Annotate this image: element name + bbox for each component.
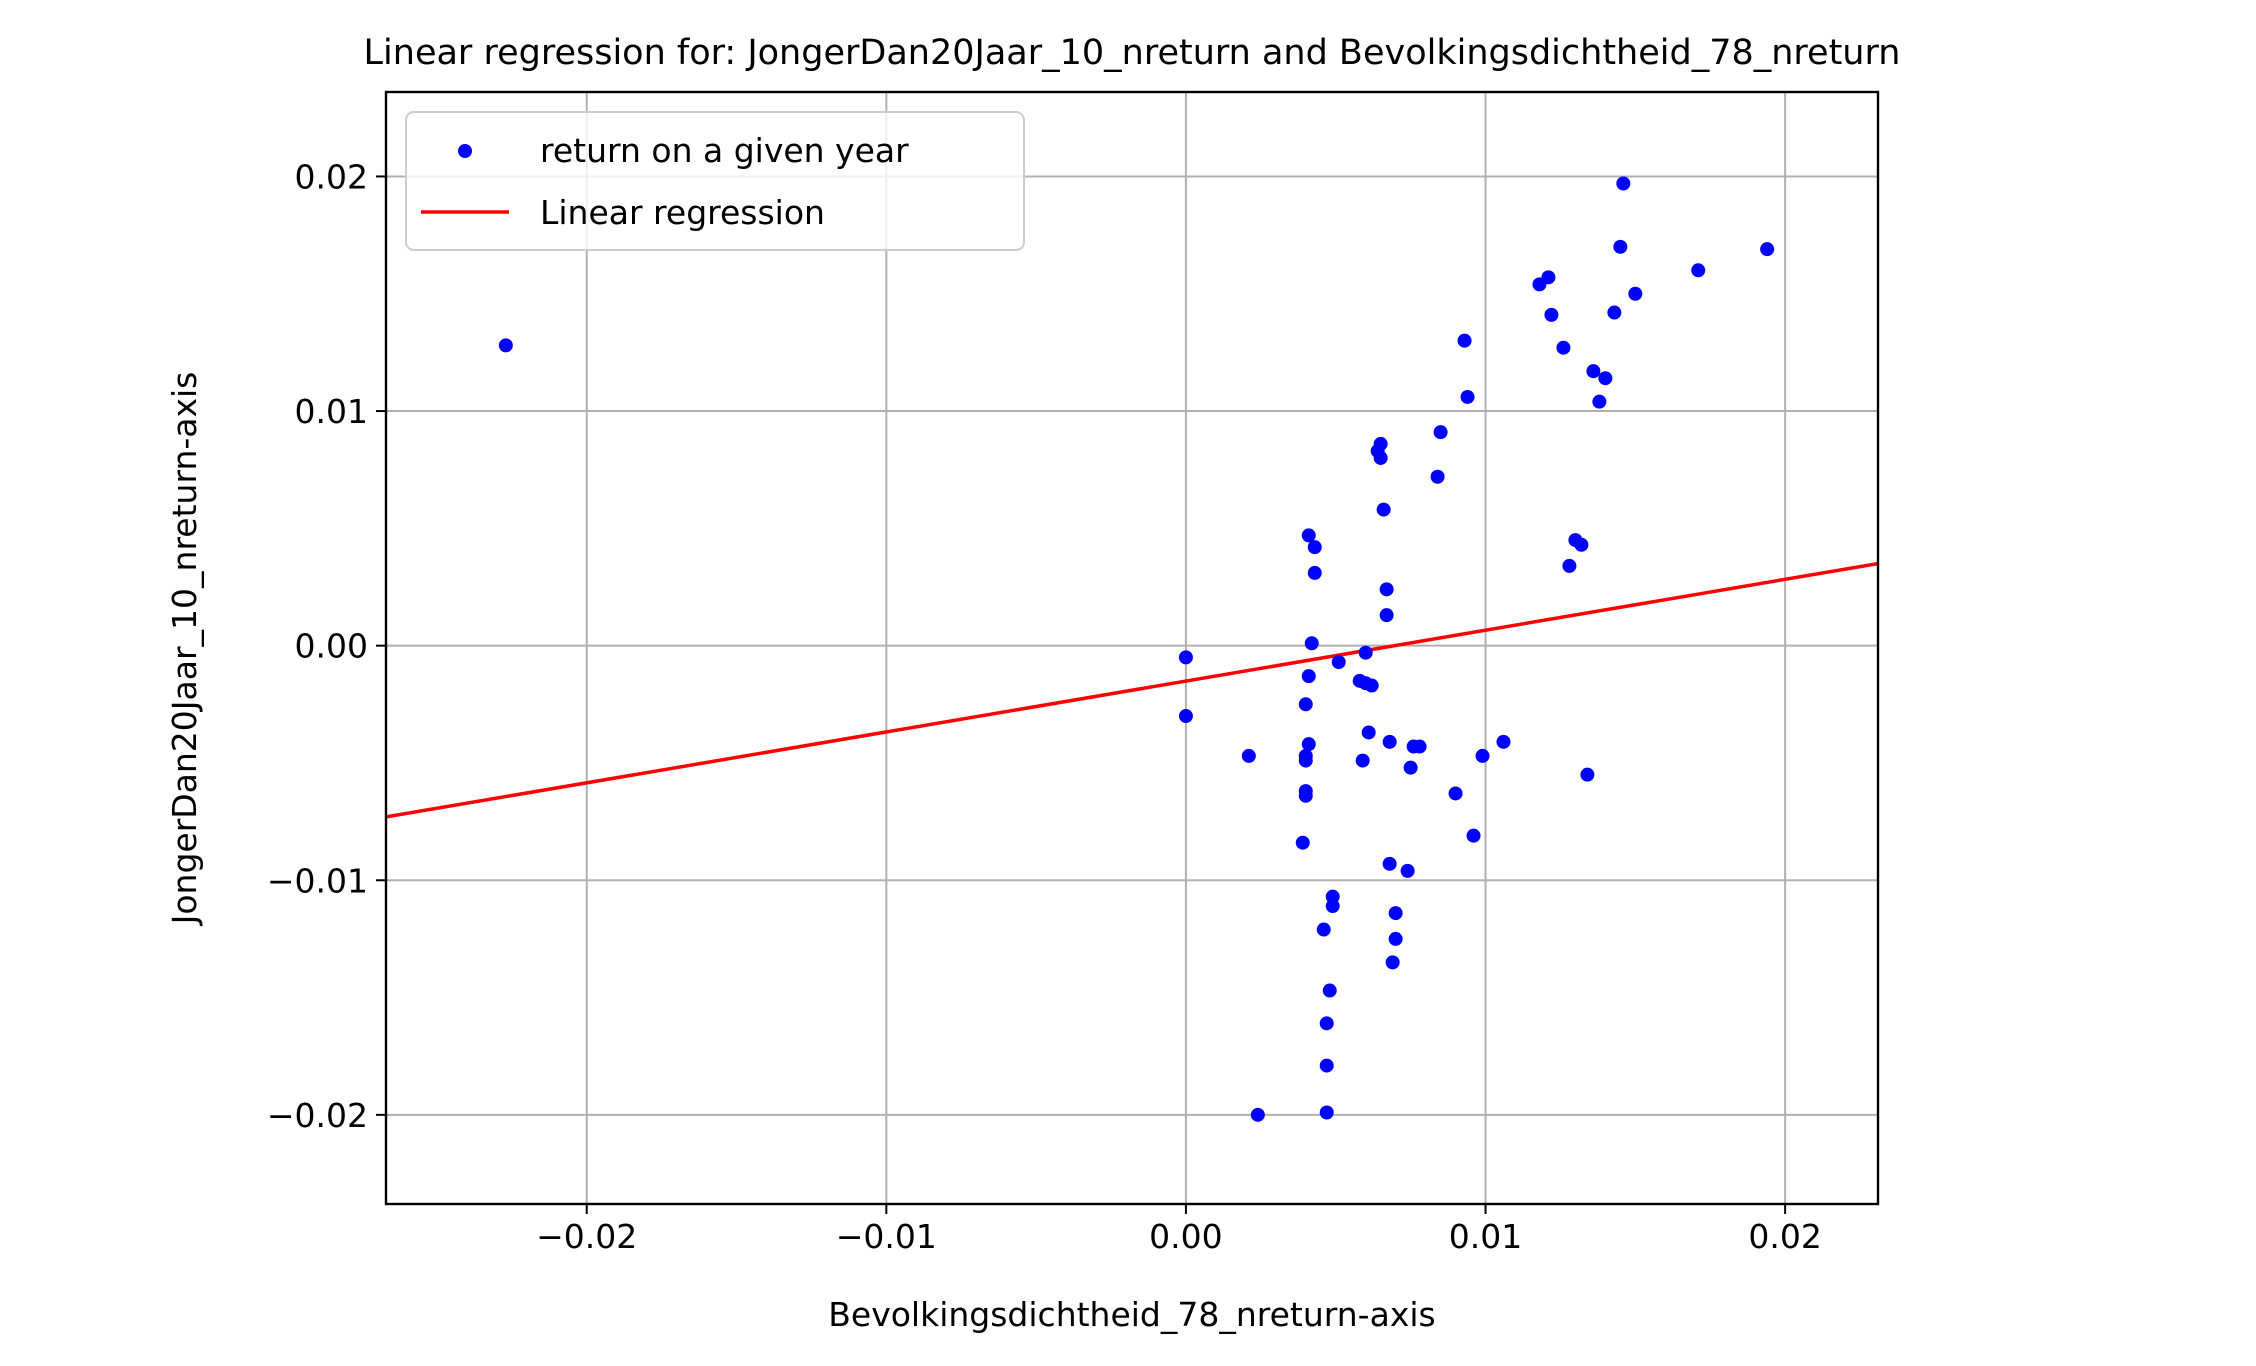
x-axis-ticks: −0.02 −0.01 0.00 0.01 0.02 bbox=[536, 1204, 1822, 1256]
scatter-point bbox=[1364, 678, 1379, 693]
scatter-point bbox=[1691, 263, 1706, 278]
scatter-point bbox=[1400, 863, 1415, 878]
grid bbox=[386, 92, 1878, 1204]
x-tick-label: −0.02 bbox=[536, 1217, 637, 1256]
scatter-point bbox=[1607, 305, 1622, 320]
scatter-point bbox=[1541, 270, 1556, 285]
scatter-point bbox=[1613, 239, 1628, 254]
plot-frame bbox=[384, 90, 1880, 1206]
legend: return on a given year Linear regression bbox=[405, 111, 1025, 251]
scatter-point bbox=[1388, 931, 1403, 946]
scatter-point bbox=[1355, 753, 1370, 768]
y-tick-label: 0.00 bbox=[295, 627, 368, 666]
scatter-point bbox=[1361, 725, 1376, 740]
x-tick-label: 0.02 bbox=[1748, 1217, 1821, 1256]
scatter-point bbox=[1298, 753, 1313, 768]
scatter-point bbox=[1574, 537, 1589, 552]
scatter-point bbox=[1307, 565, 1322, 580]
scatter-point bbox=[1457, 333, 1472, 348]
scatter-point bbox=[1307, 540, 1322, 555]
scatter-point bbox=[1331, 655, 1346, 670]
scatter-point bbox=[1376, 502, 1391, 517]
scatter-point bbox=[1475, 748, 1490, 763]
scatter-point bbox=[1430, 469, 1445, 484]
scatter-point bbox=[1241, 748, 1256, 763]
scatter-point bbox=[1592, 394, 1607, 409]
scatter-point bbox=[1598, 371, 1613, 386]
scatter-point bbox=[1178, 650, 1193, 665]
scatter-point bbox=[1448, 786, 1463, 801]
scatter-point bbox=[1358, 645, 1373, 660]
scatter-point bbox=[1580, 767, 1595, 782]
scatter-point bbox=[1616, 176, 1631, 191]
scatter-point bbox=[1403, 760, 1418, 775]
legend-label-line: Linear regression bbox=[540, 193, 825, 232]
scatter-point bbox=[498, 338, 513, 353]
y-tick-label: 0.02 bbox=[295, 157, 368, 196]
x-tick-label: 0.01 bbox=[1449, 1217, 1522, 1256]
y-axis-label: JongerDan20Jaar_10_nreturn-axis bbox=[165, 372, 204, 927]
scatter-point bbox=[1385, 955, 1400, 970]
y-tick-label: 0.01 bbox=[295, 392, 368, 431]
scatter-point bbox=[1556, 340, 1571, 355]
regression-line bbox=[386, 561, 1878, 819]
scatter-point bbox=[1319, 1105, 1334, 1120]
scatter-point bbox=[1379, 582, 1394, 597]
x-tick-label: 0.00 bbox=[1149, 1217, 1222, 1256]
scatter-point bbox=[1760, 242, 1775, 257]
y-axis-ticks: −0.02 −0.01 0.00 0.01 0.02 bbox=[267, 157, 386, 1135]
scatter-point bbox=[1496, 734, 1511, 749]
scatter-point bbox=[1544, 307, 1559, 322]
scatter-point bbox=[1250, 1107, 1265, 1122]
y-tick-label: −0.01 bbox=[267, 861, 368, 900]
scatter-point bbox=[1433, 425, 1448, 440]
scatter-point bbox=[1178, 709, 1193, 724]
scatter-point bbox=[1373, 436, 1388, 451]
scatter-point bbox=[1319, 1016, 1334, 1031]
scatter-point bbox=[1382, 734, 1397, 749]
scatter-point bbox=[1373, 450, 1388, 465]
chart-title: Linear regression for: JongerDan20Jaar_1… bbox=[364, 33, 1901, 73]
scatter-point bbox=[1412, 739, 1427, 754]
scatter-point bbox=[1628, 286, 1643, 301]
scatter-point bbox=[1304, 636, 1319, 651]
scatter-points bbox=[498, 176, 1775, 1122]
scatter-point bbox=[1301, 737, 1316, 752]
scatter-point bbox=[1301, 528, 1316, 543]
scatter-point bbox=[1319, 1058, 1334, 1073]
regression-line-layer bbox=[386, 561, 1878, 819]
scatter-point bbox=[1325, 899, 1340, 914]
legend-box bbox=[405, 111, 1025, 251]
scatter-point bbox=[1298, 788, 1313, 803]
legend-label-scatter: return on a given year bbox=[540, 131, 909, 170]
scatter-point bbox=[1298, 697, 1313, 712]
scatter-point bbox=[1562, 558, 1577, 573]
scatter-point bbox=[1388, 906, 1403, 921]
scatter-point bbox=[1586, 364, 1601, 379]
scatter-point bbox=[1379, 608, 1394, 623]
scatter-point bbox=[1316, 922, 1331, 937]
x-axis-label: Bevolkingsdichtheid_78_nreturn-axis bbox=[828, 1295, 1435, 1334]
scatter-point bbox=[1466, 828, 1481, 843]
scatter-point bbox=[1322, 983, 1337, 998]
scatter-point bbox=[1460, 389, 1475, 404]
y-tick-label: −0.02 bbox=[267, 1096, 368, 1135]
scatter-point bbox=[1382, 856, 1397, 871]
x-tick-label: −0.01 bbox=[836, 1217, 937, 1256]
scatter-point bbox=[1301, 669, 1316, 684]
scatter-point bbox=[1295, 835, 1310, 850]
legend-scatter-marker bbox=[458, 144, 472, 158]
